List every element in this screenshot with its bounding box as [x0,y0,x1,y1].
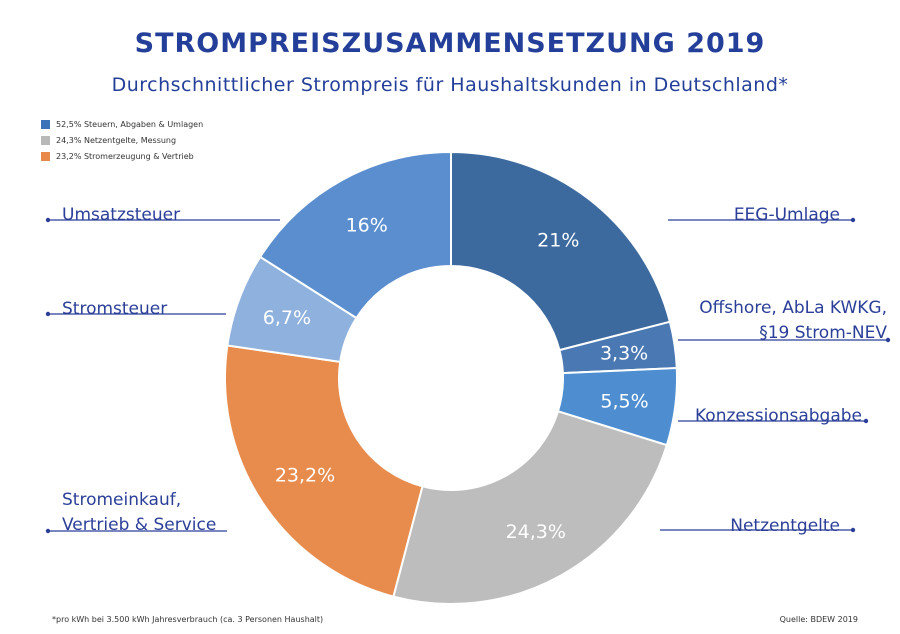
callout-label: Netzentgelte [730,516,840,536]
leader-endpoint [45,528,51,534]
leader-endpoint [863,418,869,424]
legend: 52,5% Steuern, Abgaben & Umlagen 24,3% N… [41,116,203,164]
chart-subtitle: Durchschnittlicher Strompreis für Hausha… [111,74,789,96]
slice-value-label: 6,7% [263,307,311,329]
source-note: Quelle: BDEW 2019 [779,615,858,624]
legend-item: 24,3% Netzentgelte, Messung [41,132,203,148]
slice-netzentgelte [392,410,669,605]
slice-value-label: 24,3% [506,521,566,543]
leader-endpoint [850,217,856,223]
slice-umsatzsteuer [258,150,452,320]
callout-label: Stromsteuer [62,299,167,319]
slice-value-label: 21% [537,230,579,252]
leader-endpoint [885,337,891,343]
callout-label: Offshore, AbLa KWKG, [699,298,887,318]
callout-label: Umsatzsteuer [62,205,180,225]
slice-stromeinkauf-vertrieb-service [224,344,424,598]
callout-label: Vertrieb & Service [62,515,216,535]
leader-endpoint [45,311,51,317]
slice-value-label: 5,5% [600,390,648,412]
callout-label: EEG-Umlage [734,205,840,225]
slice-value-label: 3,3% [600,342,648,364]
legend-item: 23,2% Stromerzeugung & Vertrieb [41,148,203,164]
slice-value-label: 16% [346,215,388,237]
slice-eeg-umlage [450,150,672,352]
legend-swatch [41,135,50,145]
leader-endpoint [45,217,51,223]
legend-swatch [41,119,50,129]
callout-label: §19 Strom-NEV [759,323,887,343]
legend-label: 24,3% Netzentgelte, Messung [56,135,177,145]
legend-item: 52,5% Steuern, Abgaben & Umlagen [41,116,203,132]
legend-label: 23,2% Stromerzeugung & Vertrieb [56,151,194,161]
callout-label: Konzessionsabgabe [695,406,862,426]
footnote: *pro kWh bei 3.500 kWh Jahresverbrauch (… [52,615,324,624]
legend-label: 52,5% Steuern, Abgaben & Umlagen [56,119,204,129]
legend-swatch [41,151,50,161]
slice-value-label: 23,2% [275,465,335,487]
leader-endpoint [850,527,856,533]
callout-label: Stromeinkauf, [62,490,181,510]
chart-title: STROMPREISZUSAMMENSETZUNG 2019 [134,28,766,59]
